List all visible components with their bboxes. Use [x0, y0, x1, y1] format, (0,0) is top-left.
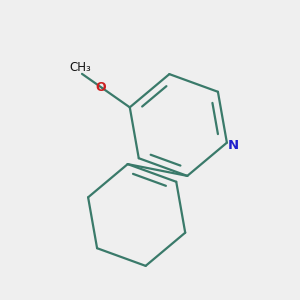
Text: N: N — [228, 139, 239, 152]
Text: O: O — [95, 81, 106, 94]
Text: CH₃: CH₃ — [70, 61, 91, 74]
